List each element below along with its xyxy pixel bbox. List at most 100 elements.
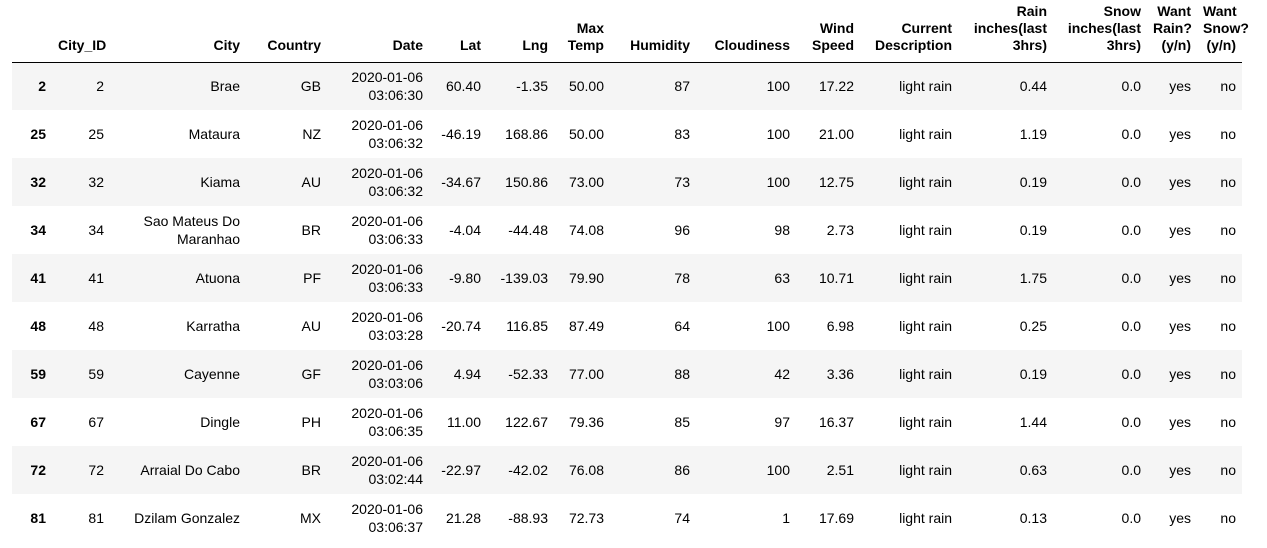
cell-want-snow: no xyxy=(1220,78,1236,95)
cell-want-snow: no xyxy=(1220,366,1236,382)
cell-city-id: 81 xyxy=(88,510,104,526)
cell-want-snow: no xyxy=(1220,126,1236,142)
cell-want-rain: yes xyxy=(1169,126,1191,142)
cell-want-snow: no xyxy=(1220,174,1236,190)
cell-max-temp: 77.00 xyxy=(568,366,604,382)
column-header: Want Rain? (y/n) xyxy=(1153,2,1192,53)
cell-rain: 1.75 xyxy=(1019,270,1047,286)
cell-description: light rain xyxy=(899,78,952,95)
cell-city-id: 67 xyxy=(88,414,104,430)
cell-max-temp: 50.00 xyxy=(568,126,604,142)
cell-city-id: 41 xyxy=(88,270,104,286)
cell-description: light rain xyxy=(899,366,952,382)
cell-country: GB xyxy=(300,78,321,95)
cell-lng: -88.93 xyxy=(508,510,548,526)
cell-lng: -44.48 xyxy=(508,222,548,238)
cell-date: 2020-01-06 03:02:44 xyxy=(351,453,423,487)
cell-country: MX xyxy=(300,510,321,526)
column-header: Cloudiness xyxy=(714,36,790,53)
cell-want-snow: no xyxy=(1220,270,1236,286)
column-header: Snow inches(last 3hrs) xyxy=(1067,2,1141,53)
cell-rain: 0.44 xyxy=(1019,78,1047,95)
cell-snow: 0.0 xyxy=(1121,126,1141,142)
cell-snow: 0.0 xyxy=(1121,414,1141,430)
cell-max-temp: 73.00 xyxy=(568,174,604,190)
cell-lat: -46.19 xyxy=(441,126,481,142)
cell-wind-speed: 17.69 xyxy=(818,510,854,526)
cell-want-rain: yes xyxy=(1169,414,1191,430)
row-index: 59 xyxy=(30,366,46,382)
cell-lng: 122.67 xyxy=(505,414,548,430)
cell-want-rain: yes xyxy=(1169,462,1191,478)
column-header: Date xyxy=(392,36,423,53)
cell-rain: 1.19 xyxy=(1019,126,1047,142)
cell-description: light rain xyxy=(899,462,952,478)
cell-wind-speed: 12.75 xyxy=(818,174,854,190)
cell-rain: 1.44 xyxy=(1019,414,1047,430)
cell-city-id: 72 xyxy=(88,462,104,478)
column-header: Rain inches(last 3hrs) xyxy=(973,2,1047,53)
cell-date: 2020-01-06 03:06:37 xyxy=(351,501,423,535)
cell-city: Arraial Do Cabo xyxy=(140,462,240,478)
cell-max-temp: 74.08 xyxy=(568,222,604,238)
cell-cloudiness: 97 xyxy=(774,414,790,430)
cell-description: light rain xyxy=(899,222,952,238)
column-header: Want Snow? (y/n) xyxy=(1203,2,1249,53)
cell-date: 2020-01-06 03:06:32 xyxy=(351,165,423,199)
cell-want-snow: no xyxy=(1220,510,1236,526)
row-index: 2 xyxy=(38,78,46,95)
cell-city: Cayenne xyxy=(183,366,240,382)
row-index: 67 xyxy=(30,414,46,430)
cell-wind-speed: 16.37 xyxy=(818,414,854,430)
cell-humidity: 96 xyxy=(674,222,690,238)
cell-wind-speed: 10.71 xyxy=(818,270,854,286)
cell-city-id: 59 xyxy=(88,366,104,382)
cell-humidity: 83 xyxy=(674,126,690,142)
cell-rain: 0.19 xyxy=(1019,222,1047,238)
cell-want-rain: yes xyxy=(1169,222,1191,238)
cell-country: NZ xyxy=(302,126,321,142)
cell-lat: -4.04 xyxy=(449,222,481,238)
cell-lng: 116.85 xyxy=(506,318,548,334)
table-row: 2 2 Brae GB 2020-01-06 03:06:30 60.40 -1.35 50.… xyxy=(12,62,1242,110)
cell-rain: 0.25 xyxy=(1019,318,1047,334)
cell-rain: 0.19 xyxy=(1019,366,1047,382)
cell-lng: 168.86 xyxy=(505,126,548,142)
cell-cloudiness: 100 xyxy=(766,318,790,334)
cell-snow: 0.0 xyxy=(1121,366,1141,382)
weather-table: City_ID City Country Date Lat Lng Max Temp Humi… xyxy=(12,0,1249,542)
cell-date: 2020-01-06 03:03:06 xyxy=(351,357,423,391)
row-index: 34 xyxy=(30,222,46,238)
cell-wind-speed: 17.22 xyxy=(818,78,854,95)
cell-country: BR xyxy=(301,222,321,238)
cell-cloudiness: 1 xyxy=(782,510,790,526)
cell-snow: 0.0 xyxy=(1121,222,1141,238)
table-row: 67 67 Dingle PH 2020-01-06 03:06:35 11.00 122.… xyxy=(12,398,1242,446)
cell-max-temp: 87.49 xyxy=(568,318,604,334)
cell-date: 2020-01-06 03:06:33 xyxy=(351,261,423,295)
cell-date: 2020-01-06 03:03:28 xyxy=(351,309,423,343)
cell-humidity: 86 xyxy=(674,462,690,478)
column-header: Max Temp xyxy=(567,19,604,53)
cell-humidity: 85 xyxy=(674,414,690,430)
cell-want-snow: no xyxy=(1220,414,1236,430)
cell-date: 2020-01-06 03:06:30 xyxy=(351,69,423,104)
cell-cloudiness: 100 xyxy=(766,174,790,190)
cell-description: light rain xyxy=(899,510,952,526)
cell-want-snow: no xyxy=(1220,222,1236,238)
cell-lat: -9.80 xyxy=(449,270,481,286)
cell-city: Dingle xyxy=(200,414,240,430)
cell-max-temp: 79.90 xyxy=(568,270,604,286)
row-index: 25 xyxy=(30,126,46,142)
cell-country: PF xyxy=(303,270,321,286)
table-row: 81 81 Dzilam Gonzalez MX 2020-01-06 03:06:37… xyxy=(12,494,1242,542)
cell-want-snow: no xyxy=(1220,462,1236,478)
cell-want-rain: yes xyxy=(1169,270,1191,286)
cell-description: light rain xyxy=(899,174,952,190)
cell-want-rain: yes xyxy=(1169,318,1191,334)
table-row: 59 59 Cayenne GF 2020-01-06 03:03:06 4.94 -52.… xyxy=(12,350,1242,398)
cell-city: Karratha xyxy=(186,318,240,334)
row-index: 72 xyxy=(30,462,46,478)
row-index: 32 xyxy=(30,174,46,190)
cell-wind-speed: 2.51 xyxy=(826,462,854,478)
